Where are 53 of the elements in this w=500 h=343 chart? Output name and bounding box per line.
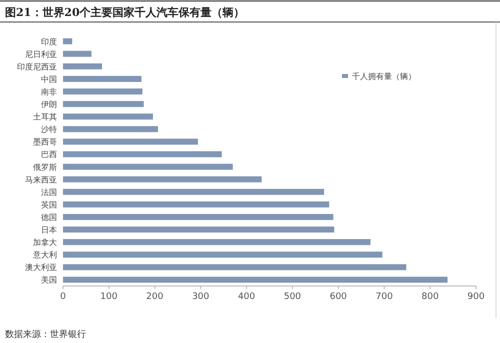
y-tick-label: 印度 — [41, 37, 57, 46]
bar — [63, 38, 72, 44]
bar — [63, 276, 448, 283]
y-tick-label: 沙特 — [41, 125, 57, 134]
bar — [63, 88, 142, 94]
bar — [63, 76, 142, 82]
bar — [63, 114, 153, 120]
bar — [63, 138, 198, 145]
bar — [63, 264, 406, 270]
bar — [63, 101, 144, 108]
y-tick-label: 加拿大 — [33, 238, 57, 248]
y-tick-label: 伊朗 — [41, 100, 57, 110]
x-tick-label: 400 — [238, 292, 256, 302]
y-tick-label: 法国 — [41, 188, 57, 197]
y-tick-label: 马来西亚 — [25, 175, 57, 184]
bar — [63, 151, 222, 158]
y-tick-label: 巴西 — [41, 150, 57, 160]
bar — [63, 188, 324, 195]
x-tick-label: 900 — [467, 292, 485, 302]
x-tick-label: 100 — [100, 292, 118, 302]
y-tick-label: 中国 — [41, 74, 57, 84]
y-tick-label: 澳大利亚 — [25, 263, 57, 272]
y-tick-label: 德国 — [41, 212, 57, 222]
y-tick-label: 尼日利亚 — [25, 50, 57, 59]
chart-title: 图21：世界20个主要国家千人汽车保有量（辆） — [5, 6, 245, 19]
x-tick-label: 300 — [192, 292, 210, 302]
y-tick-label: 美国 — [41, 276, 57, 285]
bar — [63, 201, 330, 208]
bar — [63, 226, 334, 233]
y-tick-label: 印度尼西亚 — [17, 62, 57, 72]
bar — [63, 214, 334, 220]
bar — [63, 63, 102, 70]
legend-label: 千人拥有量（辆） — [352, 72, 416, 81]
source-note: 数据来源：世界银行 — [5, 329, 86, 340]
y-tick-label: 意大利 — [32, 250, 57, 260]
bar — [63, 239, 370, 246]
x-tick-label: 800 — [422, 292, 439, 302]
y-tick-label: 南非 — [41, 87, 57, 96]
x-tick-label: 0 — [60, 292, 66, 302]
bar — [63, 164, 233, 170]
x-tick-label: 200 — [146, 292, 164, 302]
y-tick-label: 墨西哥 — [33, 138, 57, 147]
bar — [63, 252, 382, 258]
y-tick-label: 英国 — [41, 200, 57, 210]
bar — [63, 50, 92, 57]
y-tick-label: 日本 — [41, 226, 57, 235]
x-tick-label: 600 — [330, 292, 348, 302]
bar — [63, 126, 158, 132]
y-tick-label: 俄罗斯 — [33, 162, 57, 172]
x-tick-label: 500 — [284, 292, 302, 302]
y-tick-label: 土耳其 — [33, 112, 57, 122]
bar — [63, 176, 262, 182]
x-tick-label: 700 — [376, 292, 394, 302]
